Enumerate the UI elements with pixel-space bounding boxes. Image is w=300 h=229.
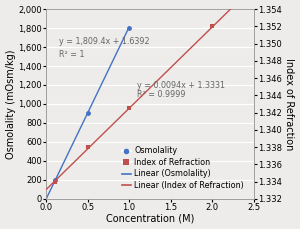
X-axis label: Concentration (M): Concentration (M) (106, 213, 194, 224)
Y-axis label: Index of Refraction: Index of Refraction (284, 58, 294, 150)
Text: y = 1,809.4x + 1.6392: y = 1,809.4x + 1.6392 (59, 37, 149, 46)
Text: R² = 1: R² = 1 (59, 49, 84, 59)
Text: y = 0.0094x + 1.3331: y = 0.0094x + 1.3331 (137, 81, 225, 90)
Y-axis label: Osmolality (mOsm/kg): Osmolality (mOsm/kg) (6, 49, 16, 159)
Text: R² = 0.9999: R² = 0.9999 (137, 90, 186, 99)
Legend: Osmolality, Index of Refraction, Linear (Osmolality), Linear (Index of Refractio: Osmolality, Index of Refraction, Linear … (118, 143, 248, 193)
